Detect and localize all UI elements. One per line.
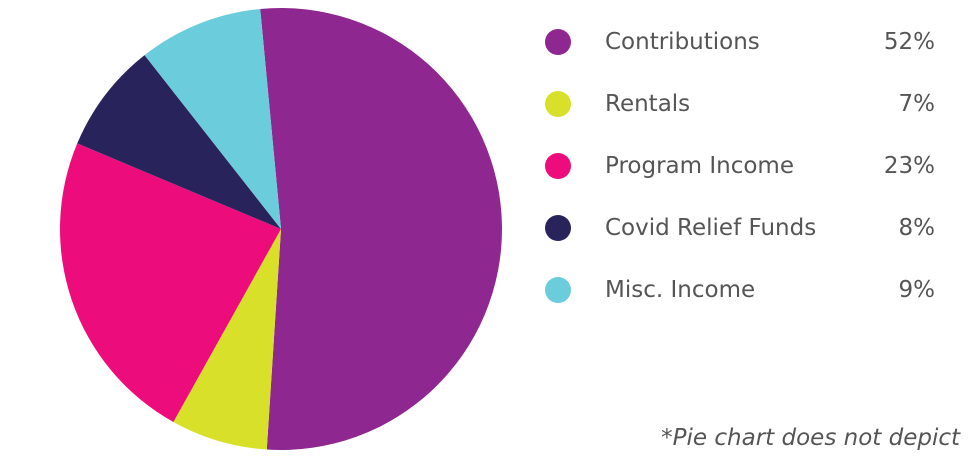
pie [59,8,502,450]
legend-item: Misc. Income 9% [545,261,935,319]
legend-label: Covid Relief Funds [605,215,817,241]
legend-label: Program Income [605,153,794,179]
legend-label: Rentals [605,91,691,117]
legend-item: Program Income 23% [545,137,935,195]
legend-label: Contributions [605,29,760,55]
legend-item: Rentals 7% [545,75,935,133]
legend-value: 8% [898,215,936,241]
legend-swatch [545,215,571,241]
footnote: *Pie chart does not depict [661,425,960,451]
legend-label: Misc. Income [605,277,756,303]
legend-swatch [545,29,571,55]
pie-slice [59,143,282,423]
legend-value: 23% [883,153,935,179]
legend-swatch [545,91,571,117]
pie-slice [260,8,502,450]
pie-slice [77,55,281,230]
legend-item: Covid Relief Funds 8% [545,199,935,257]
legend-swatch [545,153,571,179]
legend-swatch [545,277,571,303]
legend-value: 9% [898,277,936,303]
legend-item: Contributions 52% [545,13,935,71]
legend-value: 52% [883,29,935,55]
pie-slice [144,8,281,230]
legend: Contributions 52% Rentals 7% Program Income 2… [545,13,935,323]
legend-value: 7% [898,91,936,117]
pie-slice [173,229,281,450]
